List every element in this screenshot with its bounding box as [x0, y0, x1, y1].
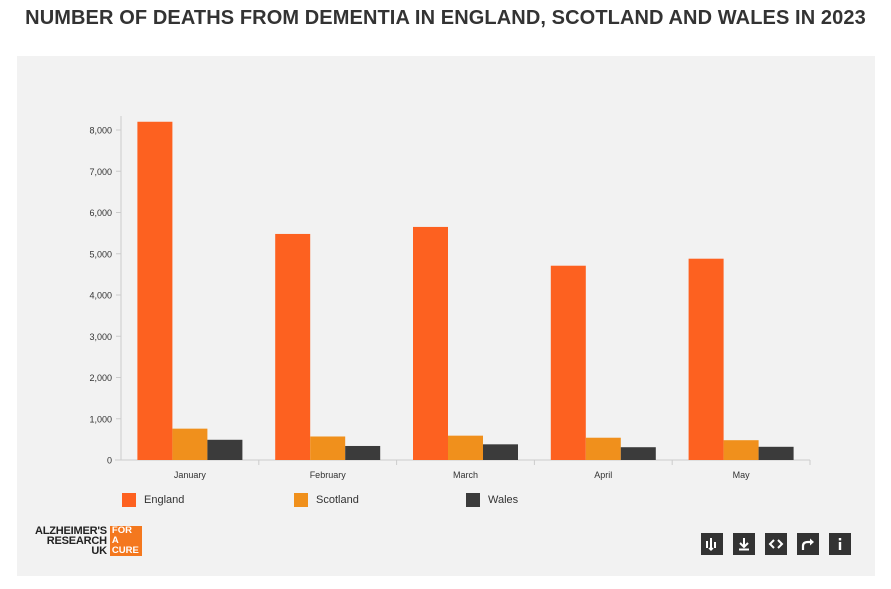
legend-swatch [122, 493, 136, 507]
info-icon [838, 538, 842, 550]
bar-scotland-april [585, 437, 621, 460]
bar-scotland-february [310, 436, 346, 460]
chart-toolbar [701, 533, 851, 555]
legend-label: Wales [488, 494, 519, 506]
embed-button[interactable] [765, 533, 787, 555]
x-tick-label: January [174, 470, 207, 480]
bar-england-february [275, 233, 311, 460]
bar-wales-april [620, 447, 656, 460]
logo-badge: FOR A CURE [109, 526, 142, 556]
bar-wales-january [207, 439, 243, 460]
bar-england-march [413, 226, 448, 460]
bar-wales-may [758, 446, 794, 460]
legend-swatch [466, 493, 480, 507]
x-tick-label: May [733, 470, 751, 480]
chart-title: NUMBER OF DEATHS FROM DEMENTIA IN ENGLAN… [25, 7, 866, 29]
y-tick-label: 3,000 [89, 332, 112, 342]
bar-england-january [137, 121, 173, 460]
bar-chart: 0 1,000 2,000 3,000 4,000 5,000 6,000 7,000 8,00… [89, 116, 811, 480]
bar-england-may [688, 258, 724, 460]
bar-england-april [550, 265, 586, 460]
y-tick-label: 7,000 [89, 167, 112, 177]
logo-wordmark: ALZHEIMER'S RESEARCH UK [35, 525, 107, 557]
y-tick-label: 4,000 [89, 291, 112, 301]
legend-item-scotland[interactable]: Scotland [294, 492, 359, 508]
data-icon [706, 538, 716, 552]
bar-wales-march [483, 444, 518, 460]
y-tick-label: 5,000 [89, 249, 112, 259]
chart-panel: 0 1,000 2,000 3,000 4,000 5,000 6,000 7,000 8,00… [17, 56, 875, 576]
y-tick-label: 2,000 [89, 373, 112, 383]
legend-label: England [144, 494, 185, 506]
data-button[interactable] [701, 533, 723, 555]
alzheimers-research-uk-logo[interactable]: ALZHEIMER'S RESEARCH UK FOR A CURE [35, 525, 142, 557]
y-tick-label: 6,000 [89, 208, 112, 218]
x-tick-label: April [594, 470, 612, 480]
legend-label: Scotland [316, 494, 359, 506]
download-icon [739, 538, 749, 551]
bar-scotland-may [723, 440, 759, 460]
bar-scotland-january [172, 428, 208, 460]
y-tick-label: 1,000 [89, 414, 112, 424]
bar-scotland-march [448, 435, 483, 460]
x-tick-label: February [310, 470, 347, 480]
legend-item-england[interactable]: England [122, 492, 184, 508]
x-tick-label: March [453, 470, 478, 480]
download-button[interactable] [733, 533, 755, 555]
y-tick-label: 8,000 [89, 126, 112, 136]
info-button[interactable] [829, 533, 851, 555]
share-icon [801, 538, 814, 550]
y-tick-label: 0 [107, 456, 112, 466]
legend-item-wales[interactable]: Wales [466, 492, 518, 508]
legend-swatch [294, 493, 308, 507]
bar-wales-february [345, 445, 381, 460]
embed-icon [768, 539, 784, 549]
share-button[interactable] [797, 533, 819, 555]
